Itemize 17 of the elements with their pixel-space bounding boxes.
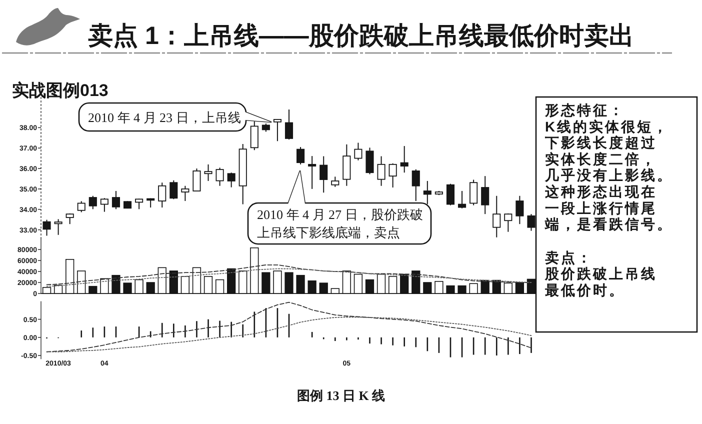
- card-text: 卖点：: [545, 249, 593, 266]
- subtitle: 实战图例013: [12, 81, 108, 100]
- callout-text: 2010 年 4 月 27 日，股价跌破: [257, 207, 423, 222]
- card-text: 几乎没有上影线。: [545, 167, 673, 184]
- card-text: 形态特征：: [545, 102, 625, 118]
- card-text: 端，是看跌信号。: [545, 216, 673, 232]
- caption: 图例 13 日 K 线: [296, 388, 386, 403]
- card-text: 一段上涨行情尾: [545, 200, 657, 216]
- card-text: K线的实体很短，: [545, 118, 670, 134]
- card-text: 下影线长度超过: [545, 134, 657, 151]
- card-text: 股价跌破上吊线: [545, 266, 657, 282]
- callout-text: 上吊线下影线底端，卖点: [257, 225, 400, 240]
- title: 卖点 1：上吊线——股价跌破上吊线最低价时卖出: [88, 22, 634, 50]
- card-text: 最低价时。: [545, 282, 625, 298]
- card-text: 实体长度二倍，: [545, 150, 657, 167]
- callout-text: 2010 年 4 月 23 日，上吊线: [88, 110, 241, 125]
- card-text: 这种形态出现在: [545, 184, 657, 200]
